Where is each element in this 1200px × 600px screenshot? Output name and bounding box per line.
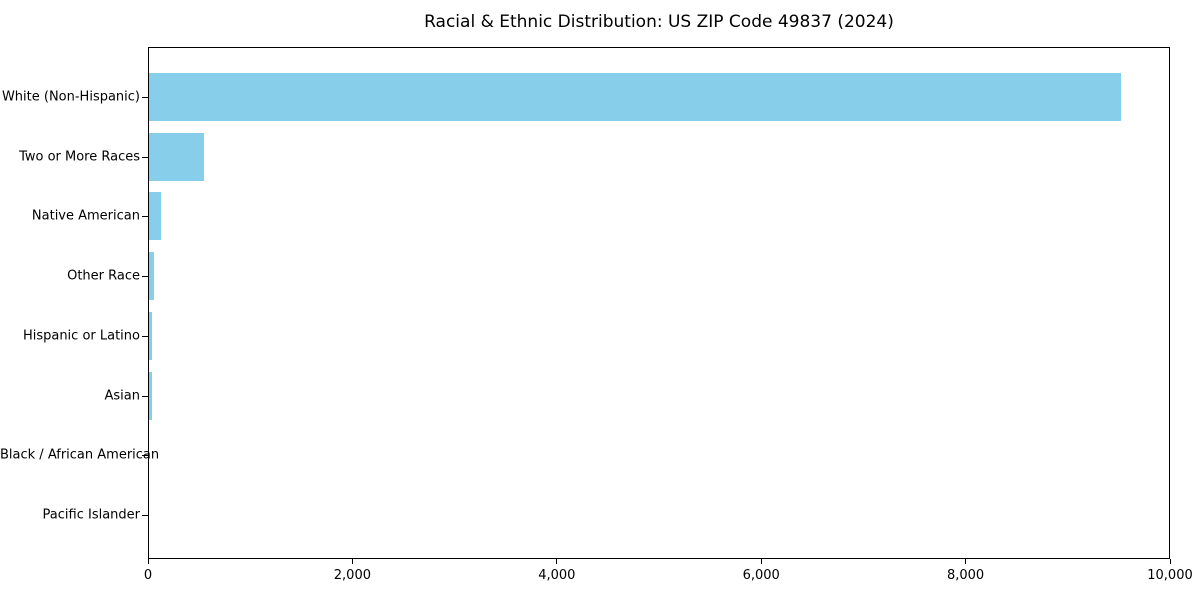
y-tick-mark [142, 97, 148, 98]
x-tick-label: 0 [143, 568, 153, 583]
y-tick-label: Two or More Races [19, 149, 140, 165]
bar [149, 132, 205, 181]
plot-area [148, 47, 1170, 559]
x-tick-mark [965, 559, 967, 564]
x-tick-mark [760, 559, 762, 564]
y-tick-label: Other Race [67, 268, 140, 284]
y-tick-label: Hispanic or Latino [22, 328, 140, 344]
y-tick-mark [142, 514, 148, 516]
bar [149, 371, 152, 420]
y-tick-mark [142, 335, 148, 337]
bar [149, 252, 155, 301]
x-tick-mark [1169, 559, 1171, 564]
y-tick-label: White (Non-Hispanic) [1, 89, 140, 105]
x-tick-label: 4,000 [538, 568, 576, 583]
y-tick-label: Native American [31, 208, 140, 224]
bar [149, 73, 1122, 121]
x-tick-label: 10,000 [1147, 568, 1193, 583]
x-tick-mark [556, 559, 558, 564]
x-tick-label: 6,000 [742, 568, 780, 583]
y-tick-label: Black / African American [0, 447, 160, 463]
y-tick-label: Asian [104, 388, 140, 404]
chart-title: Racial & Ethnic Distribution: US ZIP Cod… [424, 12, 894, 32]
x-tick-mark [147, 559, 149, 564]
y-tick-mark [142, 276, 148, 278]
y-tick-mark [142, 216, 148, 218]
x-tick-label: 2,000 [333, 568, 371, 583]
x-tick-mark [351, 559, 353, 564]
x-tick-label: 8,000 [946, 568, 985, 583]
y-tick-mark [142, 395, 148, 397]
y-tick-mark [142, 455, 148, 457]
bar [149, 192, 161, 241]
y-tick-label: Pacific Islander [42, 507, 140, 523]
bar [149, 311, 153, 360]
y-tick-mark [142, 156, 148, 158]
